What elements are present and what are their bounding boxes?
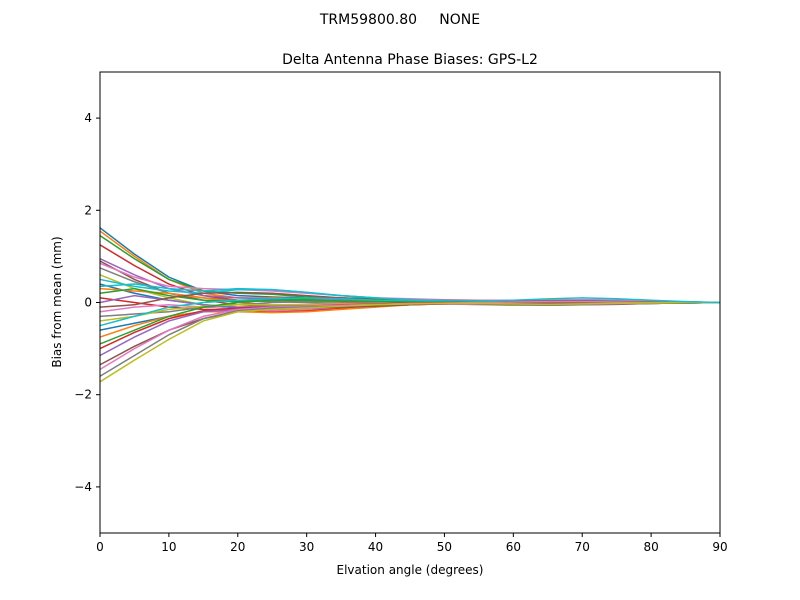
x-tick-label: 0	[96, 540, 104, 554]
x-tick-label: 80	[643, 540, 658, 554]
y-axis-label: Bias from mean (mm)	[50, 236, 64, 367]
x-tick-label: 40	[368, 540, 383, 554]
series-line	[99, 283, 721, 304]
y-tick-label: −4	[74, 480, 92, 494]
series-line	[99, 227, 721, 304]
x-axis: 0 10 20 30 40 50 60 70 80 90	[96, 533, 728, 554]
x-tick-label: 70	[575, 540, 590, 554]
y-axis: −4 −2 0 2 4	[74, 111, 100, 494]
y-tick-label: 0	[84, 296, 92, 310]
chart-title: Delta Antenna Phase Biases: GPS-L2	[282, 52, 538, 68]
y-tick-label: 4	[84, 111, 92, 125]
x-tick-label: 50	[437, 540, 452, 554]
figure-suptitle: TRM59800.80 NONE	[319, 12, 480, 28]
x-tick-label: 10	[161, 540, 176, 554]
x-tick-label: 20	[230, 540, 245, 554]
series-line	[99, 301, 720, 383]
x-tick-label: 30	[299, 540, 314, 554]
x-axis-label: Elvation angle (degrees)	[337, 563, 484, 577]
plot-lines	[99, 227, 721, 383]
series-line	[99, 300, 720, 370]
series-line	[99, 301, 720, 366]
y-tick-label: −2	[74, 388, 92, 402]
x-tick-label: 60	[506, 540, 521, 554]
series-line	[99, 262, 721, 304]
y-tick-label: 2	[84, 203, 92, 217]
x-tick-label: 90	[712, 540, 727, 554]
